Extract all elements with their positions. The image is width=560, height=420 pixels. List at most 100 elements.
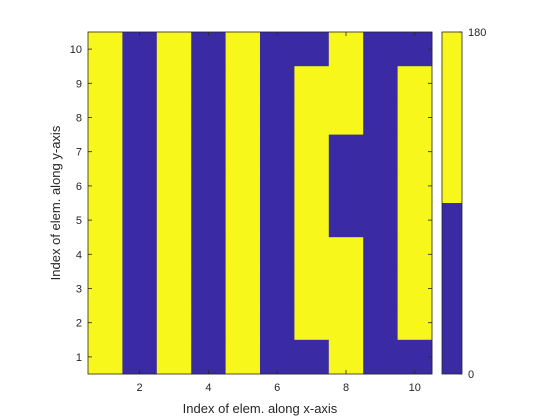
- heatmap-cell: [88, 306, 123, 341]
- heatmap-cell: [329, 271, 364, 306]
- heatmap-cell: [122, 100, 157, 135]
- heatmap-cell: [122, 135, 157, 170]
- heatmap-cell: [363, 340, 398, 375]
- heatmap-cell: [191, 203, 226, 238]
- heatmap-cell: [398, 135, 433, 170]
- heatmap-cell: [363, 203, 398, 238]
- heatmap-cell: [398, 237, 433, 272]
- heatmap-cell: [122, 66, 157, 101]
- heatmap-cell: [191, 306, 226, 341]
- heatmap-cell: [191, 169, 226, 204]
- heatmap-cell: [329, 306, 364, 341]
- colorbar-high-segment: [442, 32, 462, 203]
- heatmap-cell: [294, 100, 329, 135]
- heatmap-cell: [157, 100, 192, 135]
- heatmap-cell: [398, 66, 433, 101]
- heatmap-cell: [398, 169, 433, 204]
- heatmap-cell: [329, 100, 364, 135]
- heatmap-cell: [294, 306, 329, 341]
- heatmap-cell: [294, 135, 329, 170]
- heatmap-cell: [122, 340, 157, 375]
- heatmap-cell: [294, 66, 329, 101]
- heatmap-cell: [294, 203, 329, 238]
- heatmap-cell: [260, 306, 295, 341]
- y-tick-label: 6: [76, 181, 82, 193]
- heatmap-cell: [88, 203, 123, 238]
- heatmap-cell: [88, 32, 123, 67]
- heatmap-cell: [329, 203, 364, 238]
- heatmap-cell: [157, 237, 192, 272]
- heatmap-cell: [363, 32, 398, 67]
- x-tick-label: 2: [137, 382, 143, 394]
- heatmap-cell: [157, 32, 192, 67]
- heatmap-cell: [398, 32, 433, 67]
- heatmap-cell: [157, 169, 192, 204]
- heatmap-cell: [88, 66, 123, 101]
- x-tick-label: 4: [205, 382, 211, 394]
- heatmap-cell: [157, 271, 192, 306]
- heatmap-cells: [88, 32, 432, 374]
- heatmap-cell: [157, 203, 192, 238]
- heatmap-cell: [191, 100, 226, 135]
- y-tick-label: 2: [76, 318, 82, 330]
- y-tick-label: 7: [76, 147, 82, 159]
- x-tick-label: 6: [274, 382, 280, 394]
- heatmap-cell: [398, 306, 433, 341]
- heatmap-cell: [363, 66, 398, 101]
- heatmap-cell: [398, 100, 433, 135]
- heatmap-cell: [260, 66, 295, 101]
- heatmap-cell: [226, 237, 261, 272]
- heatmap-cell: [398, 203, 433, 238]
- heatmap-cell: [260, 100, 295, 135]
- heatmap-cell: [88, 340, 123, 375]
- colorbar: 0 180: [442, 27, 486, 381]
- heatmap-cell: [260, 135, 295, 170]
- heatmap-cell: [260, 169, 295, 204]
- colorbar-tick-label: 180: [468, 27, 486, 39]
- heatmap-cell: [294, 340, 329, 375]
- heatmap-cell: [226, 100, 261, 135]
- heatmap-cell: [122, 237, 157, 272]
- heatmap-cell: [363, 135, 398, 170]
- heatmap-cell: [88, 169, 123, 204]
- y-tick-label: 1: [76, 352, 82, 364]
- heatmap-cell: [294, 237, 329, 272]
- heatmap-cell: [191, 66, 226, 101]
- heatmap-cell: [226, 340, 261, 375]
- y-axis-label: Index of elem. along y-axis: [48, 125, 63, 280]
- heatmap-cell: [226, 32, 261, 67]
- x-tick-label: 8: [343, 382, 349, 394]
- heatmap-cell: [191, 237, 226, 272]
- heatmap-cell: [363, 237, 398, 272]
- heatmap-cell: [157, 340, 192, 375]
- heatmap-cell: [157, 66, 192, 101]
- heatmap-cell: [191, 135, 226, 170]
- heatmap-cell: [122, 203, 157, 238]
- y-tick-label: 4: [76, 249, 82, 261]
- heatmap-cell: [88, 135, 123, 170]
- heatmap-cell: [122, 169, 157, 204]
- heatmap-cell: [329, 66, 364, 101]
- heatmap-cell: [191, 271, 226, 306]
- heatmap-cell: [226, 135, 261, 170]
- y-tick-label: 9: [76, 78, 82, 90]
- heatmap-cell: [329, 340, 364, 375]
- heatmap-cell: [363, 271, 398, 306]
- heatmap-cell: [226, 271, 261, 306]
- heatmap-cell: [329, 237, 364, 272]
- heatmap-cell: [260, 203, 295, 238]
- heatmap-cell: [226, 203, 261, 238]
- heatmap-cell: [398, 340, 433, 375]
- heatmap-cell: [88, 237, 123, 272]
- heatmap-cell: [329, 32, 364, 67]
- y-tick-label: 8: [76, 113, 82, 125]
- heatmap-cell: [260, 271, 295, 306]
- heatmap-cell: [260, 340, 295, 375]
- heatmap-cell: [226, 169, 261, 204]
- colorbar-tick-label: 0: [468, 369, 474, 381]
- heatmap-cell: [294, 271, 329, 306]
- heatmap-cell: [363, 100, 398, 135]
- y-tick-label: 3: [76, 284, 82, 296]
- heatmap-cell: [191, 340, 226, 375]
- heatmap-cell: [363, 169, 398, 204]
